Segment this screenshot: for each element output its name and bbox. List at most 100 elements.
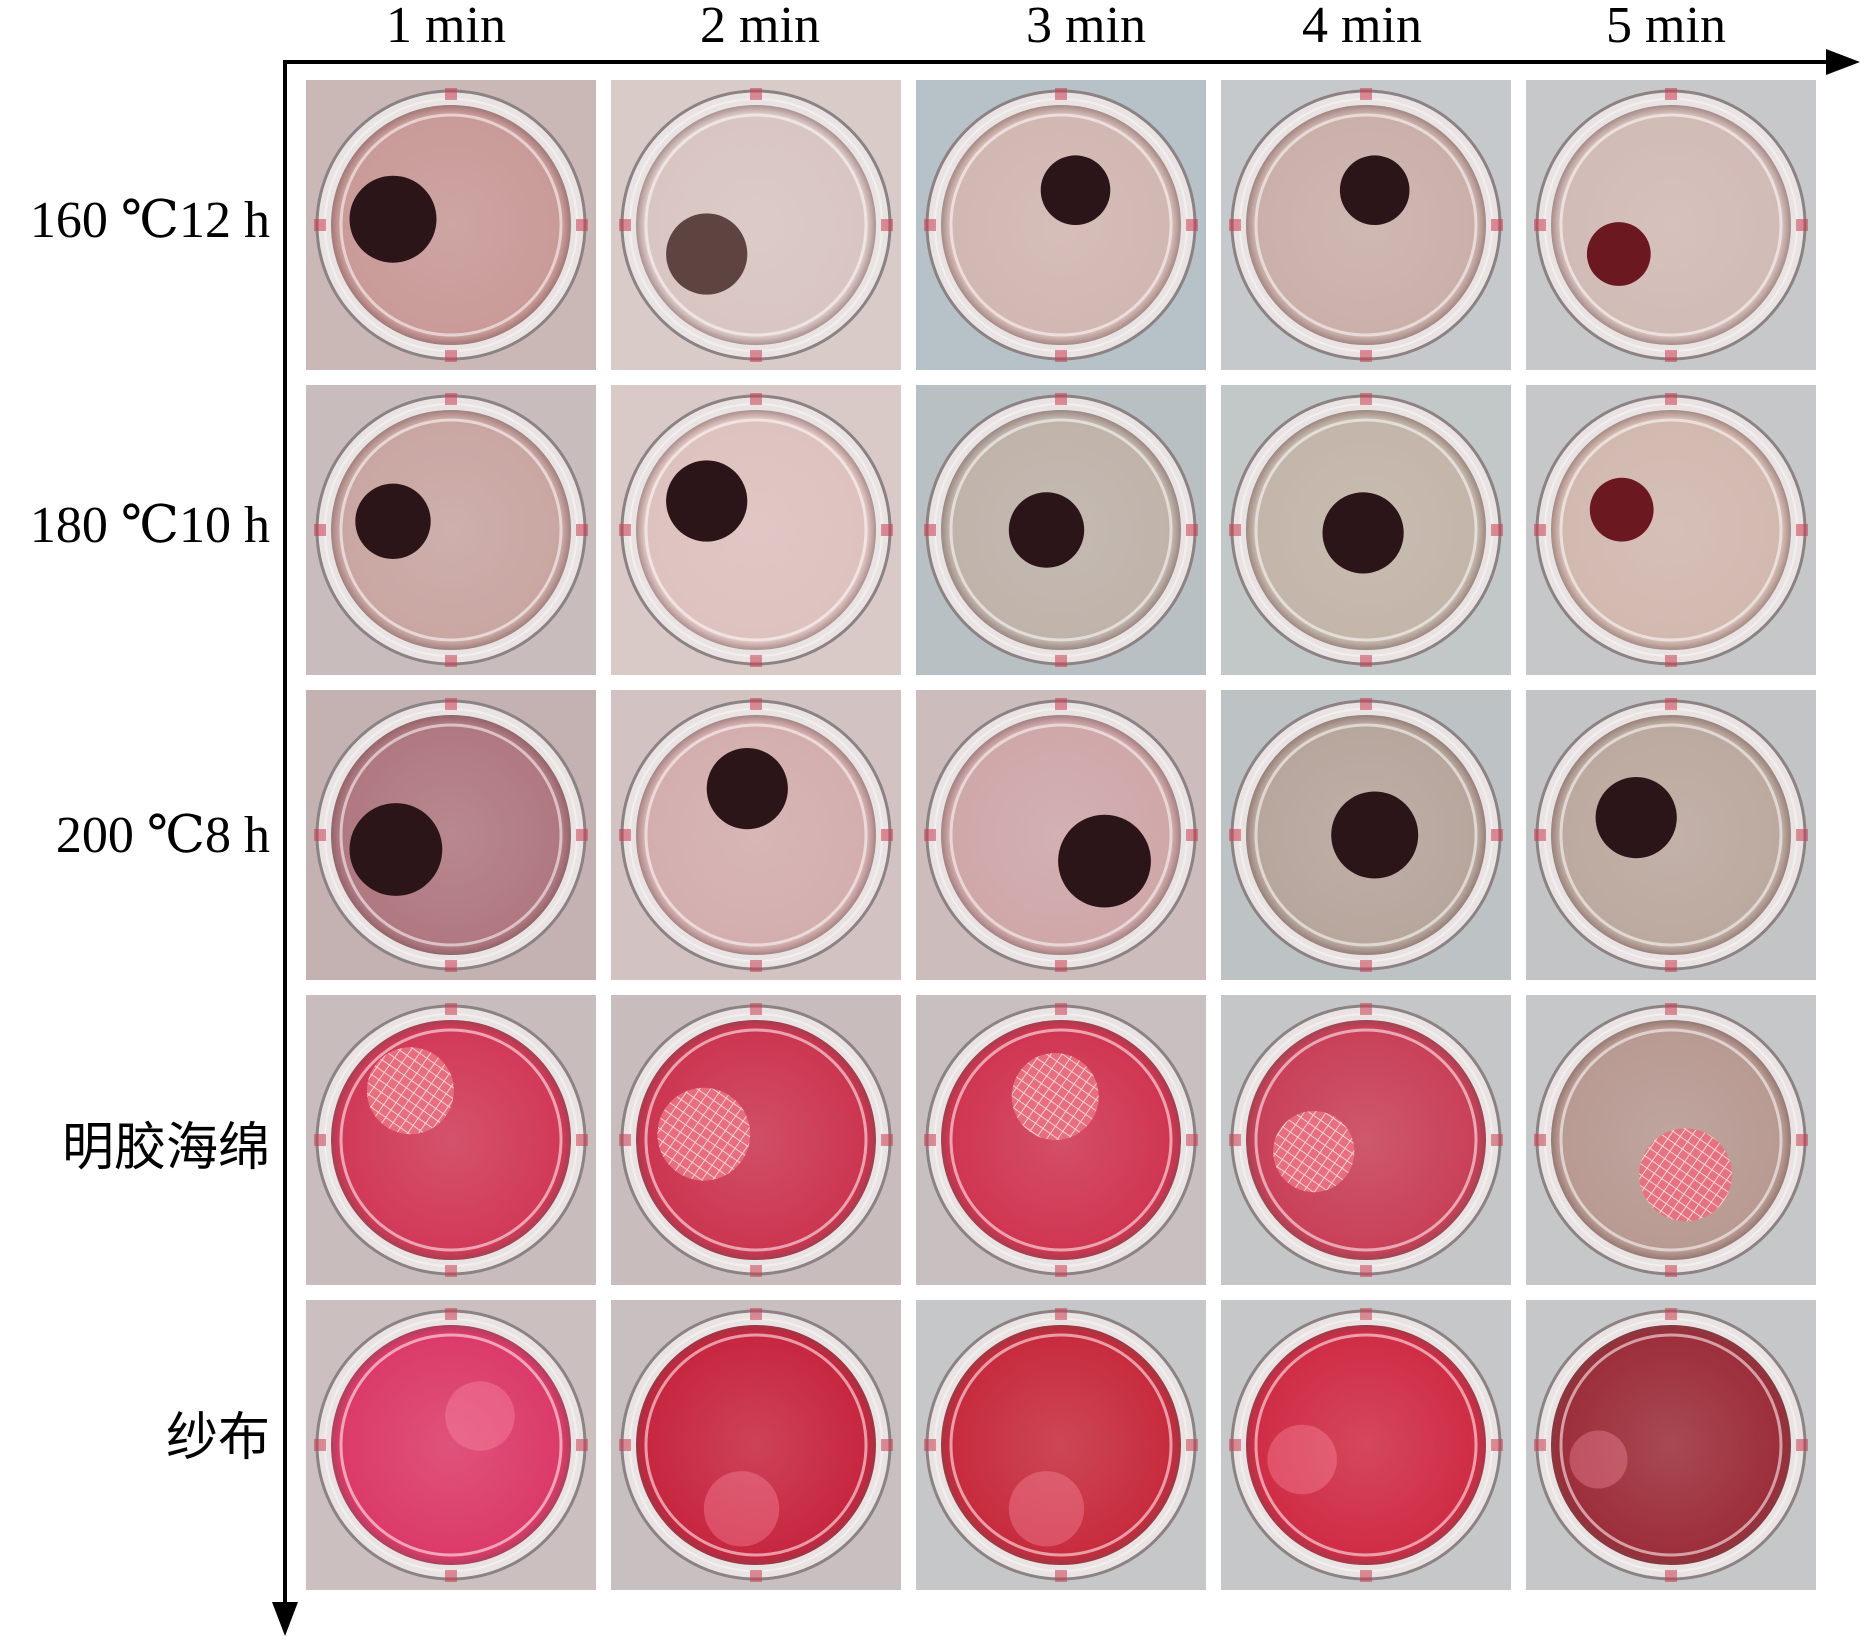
well-tab xyxy=(881,829,893,841)
hemostatic-sample xyxy=(349,803,443,896)
well-tab xyxy=(1796,829,1808,841)
column-label-2min: 2 min xyxy=(700,0,820,54)
hemostatic-sample xyxy=(1339,155,1410,225)
well-photo xyxy=(916,80,1206,370)
well-inner-ring xyxy=(1254,418,1478,642)
well-photo xyxy=(306,385,596,675)
well-tab xyxy=(1796,524,1808,536)
well-tab xyxy=(1534,1134,1546,1146)
well-photo xyxy=(611,385,901,675)
well-tab xyxy=(445,350,457,362)
well-tab xyxy=(1665,1308,1677,1320)
well-tab xyxy=(445,1570,457,1582)
well-inner-ring xyxy=(1559,1028,1783,1252)
well-tab xyxy=(750,350,762,362)
well-image xyxy=(1221,80,1511,370)
well-photo xyxy=(306,80,596,370)
well-tab xyxy=(750,1308,762,1320)
well-tab xyxy=(1665,960,1677,972)
well-tab xyxy=(1360,960,1372,972)
well-tab xyxy=(1491,524,1503,536)
well-image xyxy=(1526,385,1816,675)
well-tab xyxy=(881,524,893,536)
well-tab xyxy=(576,524,588,536)
well-inner-ring xyxy=(949,1028,1173,1252)
hemostatic-sample xyxy=(1639,1128,1732,1222)
well-image xyxy=(916,385,1206,675)
well-tab xyxy=(1534,1439,1546,1451)
well-image xyxy=(306,690,596,980)
well-liquid xyxy=(1246,105,1486,345)
well-liquid xyxy=(636,410,876,650)
row-label-180c: 180 ℃10 h xyxy=(29,497,270,554)
hemostatic-sample xyxy=(445,1381,515,1451)
well-image xyxy=(306,385,596,675)
well-liquid xyxy=(331,105,571,345)
y-axis-line xyxy=(283,60,287,1610)
well-image xyxy=(306,80,596,370)
hemostatic-sample xyxy=(1267,1424,1337,1495)
well-photo xyxy=(916,690,1206,980)
well-tab xyxy=(1491,829,1503,841)
well-tab xyxy=(1055,350,1067,362)
well-liquid xyxy=(331,1325,571,1565)
well-image xyxy=(611,385,901,675)
well-tab xyxy=(1665,1265,1677,1277)
well-tab xyxy=(1360,1308,1372,1320)
well-image xyxy=(916,995,1206,1285)
well-liquid xyxy=(941,1020,1181,1260)
well-image xyxy=(1526,80,1816,370)
well-tab xyxy=(314,1439,326,1451)
hemostatic-sample xyxy=(1011,1053,1099,1140)
hemostatic-sample xyxy=(355,483,431,559)
well-tab xyxy=(445,88,457,100)
well-tab xyxy=(1360,1570,1372,1582)
well-photo xyxy=(1526,80,1816,370)
well-inner-ring xyxy=(1559,1333,1783,1557)
well-tab xyxy=(1055,393,1067,405)
well-tab xyxy=(445,1265,457,1277)
well-image xyxy=(916,690,1206,980)
well-tab xyxy=(750,88,762,100)
well-tab xyxy=(1360,655,1372,667)
well-tab xyxy=(576,829,588,841)
hemostatic-sample xyxy=(666,460,748,542)
well-tab xyxy=(314,829,326,841)
hemostatic-sample xyxy=(1569,1430,1628,1489)
well-photo xyxy=(916,385,1206,675)
well-tab xyxy=(750,698,762,710)
well-photo xyxy=(306,995,596,1285)
well-inner-ring xyxy=(1559,418,1783,642)
well-tab xyxy=(445,1003,457,1015)
well-inner-ring xyxy=(644,113,868,337)
hemostatic-sample xyxy=(349,175,437,263)
well-photo xyxy=(306,690,596,980)
well-inner-ring xyxy=(339,418,563,642)
hemostatic-sample xyxy=(1008,1471,1085,1547)
well-photo xyxy=(611,80,901,370)
well-liquid xyxy=(941,715,1181,955)
well-tab xyxy=(924,524,936,536)
hemostatic-sample xyxy=(366,1047,454,1135)
well-photo xyxy=(1526,995,1816,1285)
column-label-5min: 5 min xyxy=(1606,0,1726,54)
well-inner-ring xyxy=(339,113,563,337)
well-tab xyxy=(1186,1134,1198,1146)
well-tab xyxy=(1055,1003,1067,1015)
well-tab xyxy=(619,219,631,231)
hemostatic-sample xyxy=(1008,492,1085,568)
well-inner-ring xyxy=(949,113,1173,337)
well-inner-ring xyxy=(644,723,868,947)
well-tab xyxy=(1360,698,1372,710)
well-tab xyxy=(750,1265,762,1277)
well-liquid xyxy=(636,105,876,345)
well-tab xyxy=(1491,1134,1503,1146)
well-tab xyxy=(1665,1570,1677,1582)
well-tab xyxy=(445,698,457,710)
well-image xyxy=(306,995,596,1285)
well-tab xyxy=(576,1439,588,1451)
hemostatic-sample xyxy=(1595,777,1677,859)
well-photo xyxy=(916,995,1206,1285)
well-photo xyxy=(611,1300,901,1590)
well-inner-ring xyxy=(644,1333,868,1557)
